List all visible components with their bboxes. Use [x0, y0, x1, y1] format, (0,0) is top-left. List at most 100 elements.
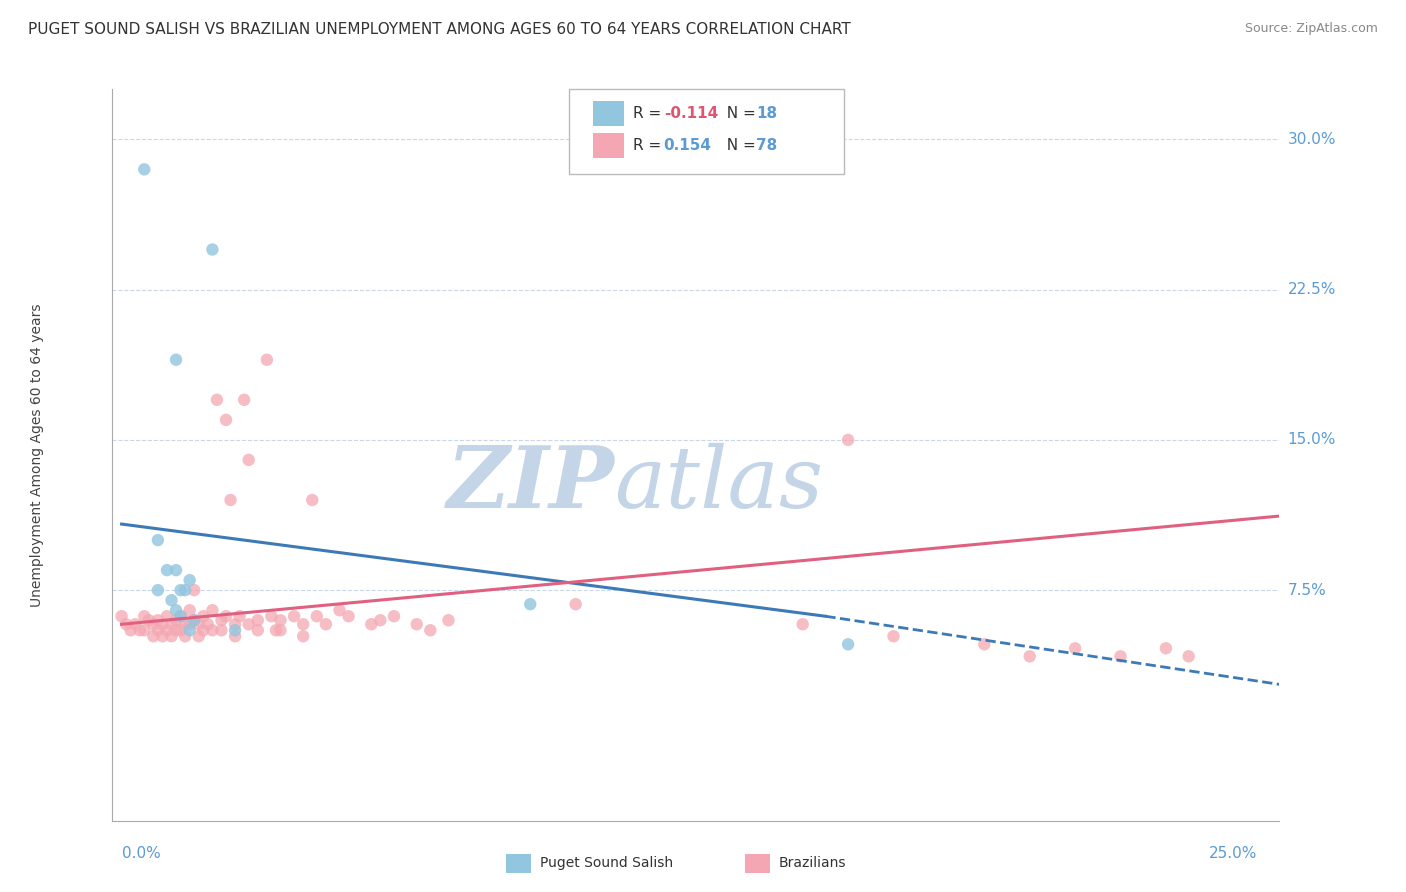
Point	[246, 624, 269, 638]
Point	[564, 597, 586, 611]
Point	[315, 617, 337, 632]
Point	[169, 609, 191, 624]
Point	[156, 563, 179, 577]
Point	[152, 629, 174, 643]
Point	[165, 613, 187, 627]
Point	[205, 392, 228, 407]
Point	[179, 603, 201, 617]
Point	[142, 617, 165, 632]
Text: R =: R =	[633, 106, 666, 120]
Point	[973, 637, 995, 651]
Point	[1018, 649, 1040, 664]
Text: atlas: atlas	[614, 442, 824, 525]
Point	[165, 624, 187, 638]
Point	[169, 583, 191, 598]
Text: Puget Sound Salish: Puget Sound Salish	[540, 856, 673, 871]
Point	[146, 624, 169, 638]
Point	[264, 624, 287, 638]
Point	[201, 243, 224, 257]
Point	[165, 563, 187, 577]
Point	[215, 413, 238, 427]
Point	[160, 629, 183, 643]
Point	[146, 583, 169, 598]
Text: 78: 78	[756, 138, 778, 153]
Text: 25.0%: 25.0%	[1208, 846, 1257, 861]
Point	[224, 624, 246, 638]
Point	[283, 609, 305, 624]
Text: 0.0%: 0.0%	[121, 846, 160, 861]
Point	[174, 617, 197, 632]
Text: 7.5%: 7.5%	[1288, 582, 1326, 598]
Point	[183, 613, 205, 627]
Point	[269, 624, 291, 638]
Point	[305, 609, 328, 624]
Text: 30.0%: 30.0%	[1288, 132, 1336, 147]
Point	[228, 609, 250, 624]
Text: Unemployment Among Ages 60 to 64 years: Unemployment Among Ages 60 to 64 years	[30, 303, 44, 607]
Point	[169, 624, 191, 638]
Point	[183, 613, 205, 627]
Point	[134, 624, 156, 638]
Point	[519, 597, 541, 611]
Point	[174, 583, 197, 598]
Point	[224, 617, 246, 632]
Point	[370, 613, 392, 627]
Point	[134, 162, 156, 177]
Point	[165, 352, 187, 367]
Point	[138, 613, 160, 627]
Point	[201, 624, 224, 638]
Point	[219, 493, 242, 508]
Point	[165, 603, 187, 617]
Point	[193, 609, 215, 624]
Point	[238, 453, 260, 467]
Point	[238, 617, 260, 632]
Text: -0.114: -0.114	[664, 106, 718, 120]
Point	[152, 617, 174, 632]
Text: ZIP: ZIP	[447, 442, 614, 526]
Point	[211, 613, 233, 627]
Point	[260, 609, 283, 624]
Point	[187, 617, 209, 632]
Point	[142, 629, 165, 643]
Point	[360, 617, 382, 632]
Point	[792, 617, 814, 632]
Point	[110, 609, 132, 624]
Point	[382, 609, 405, 624]
Point	[179, 573, 201, 587]
Text: 0.154: 0.154	[664, 138, 711, 153]
Point	[419, 624, 441, 638]
Text: R =: R =	[633, 138, 671, 153]
Text: PUGET SOUND SALISH VS BRAZILIAN UNEMPLOYMENT AMONG AGES 60 TO 64 YEARS CORRELATI: PUGET SOUND SALISH VS BRAZILIAN UNEMPLOY…	[28, 22, 851, 37]
Text: Source: ZipAtlas.com: Source: ZipAtlas.com	[1244, 22, 1378, 36]
Point	[211, 624, 233, 638]
Point	[292, 617, 315, 632]
Point	[169, 609, 191, 624]
Point	[120, 624, 142, 638]
Point	[134, 609, 156, 624]
Point	[337, 609, 360, 624]
Point	[269, 613, 291, 627]
Point	[193, 624, 215, 638]
Point	[882, 629, 904, 643]
Point	[246, 613, 269, 627]
Point	[405, 617, 427, 632]
Point	[179, 617, 201, 632]
Point	[256, 352, 278, 367]
Point	[301, 493, 323, 508]
Text: 22.5%: 22.5%	[1288, 282, 1336, 297]
Point	[837, 637, 859, 651]
Point	[174, 629, 197, 643]
Point	[1154, 641, 1177, 656]
Point	[224, 629, 246, 643]
Point	[160, 593, 183, 607]
Text: Brazilians: Brazilians	[779, 856, 846, 871]
Point	[183, 583, 205, 598]
Point	[128, 624, 150, 638]
Text: N =: N =	[717, 138, 761, 153]
Point	[233, 392, 256, 407]
Text: 18: 18	[756, 106, 778, 120]
Point	[197, 617, 219, 632]
Point	[201, 603, 224, 617]
Point	[187, 629, 209, 643]
Point	[179, 624, 201, 638]
